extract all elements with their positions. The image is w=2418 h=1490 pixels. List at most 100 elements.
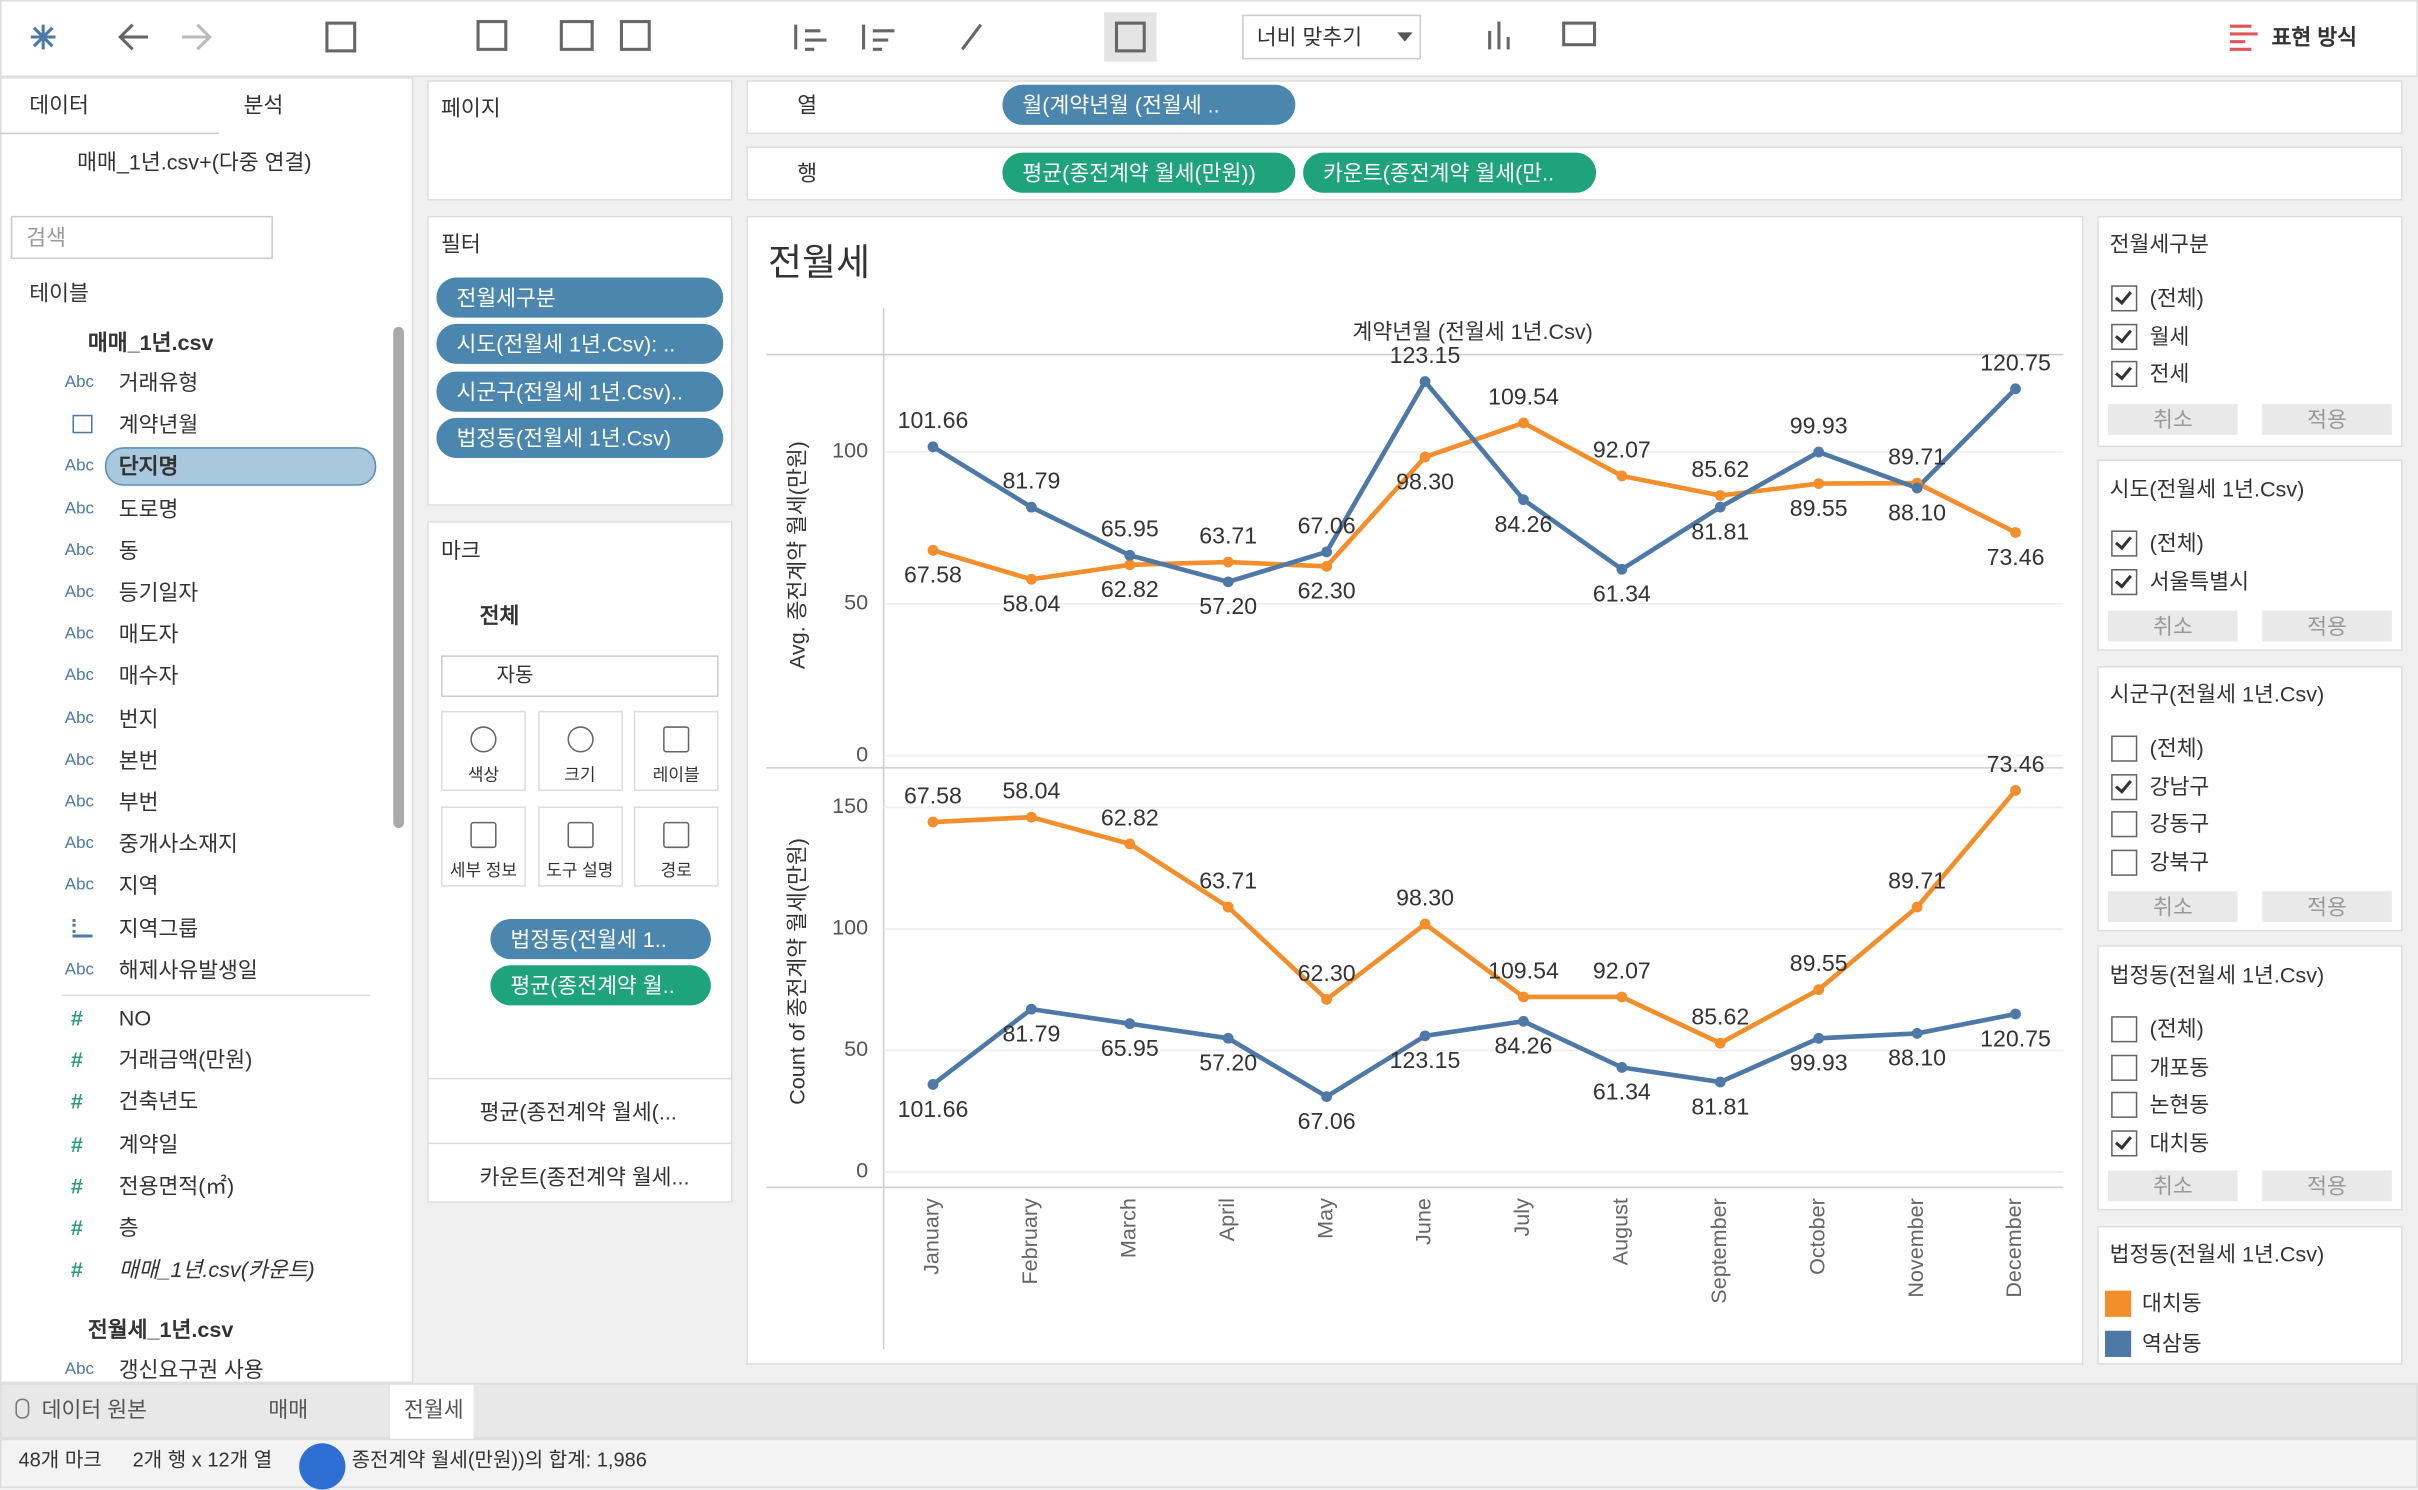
filter-button[interactable] bbox=[2262, 1170, 2392, 1202]
checkbox[interactable] bbox=[2111, 568, 2138, 595]
measure[interactable]: 층 bbox=[118, 1215, 139, 1240]
label-toggle[interactable] bbox=[1104, 12, 1157, 62]
field[interactable]: 갱신요구권 사용 bbox=[118, 1356, 264, 1382]
checkbox[interactable] bbox=[2111, 735, 2138, 762]
legend-entry[interactable]: 대치동 bbox=[2141, 1290, 2202, 1316]
undo-icon[interactable] bbox=[118, 23, 149, 51]
filter-item[interactable]: 강남구 bbox=[2149, 773, 2210, 799]
row-pill[interactable] bbox=[1303, 152, 1597, 193]
sheet-tab[interactable]: 매매 bbox=[268, 1397, 309, 1422]
mark-button[interactable] bbox=[633, 710, 719, 792]
row-pill[interactable] bbox=[1002, 152, 1296, 193]
new-sheet-icon[interactable] bbox=[476, 20, 508, 51]
pane-tab[interactable]: 분석 bbox=[243, 92, 284, 118]
filter-button[interactable] bbox=[2108, 1170, 2238, 1202]
field[interactable]: 단지명 bbox=[118, 453, 179, 479]
mark-button[interactable] bbox=[441, 806, 526, 887]
data-label: 58.04 bbox=[1002, 778, 1060, 804]
field-selected[interactable] bbox=[104, 447, 377, 487]
filter-item[interactable]: (전체) bbox=[2149, 285, 2204, 310]
column-pill[interactable] bbox=[1002, 84, 1296, 125]
clear-icon[interactable] bbox=[619, 20, 651, 51]
filter-button[interactable] bbox=[2108, 404, 2238, 435]
checkbox[interactable] bbox=[2111, 849, 2138, 877]
highlight-icon[interactable] bbox=[961, 23, 983, 51]
mark-button[interactable] bbox=[633, 806, 719, 887]
pane-tab[interactable]: 데이터 bbox=[29, 92, 89, 118]
filter-item[interactable]: 월세 bbox=[2149, 323, 2190, 349]
measure[interactable]: 건축년도 bbox=[118, 1089, 199, 1114]
checkbox[interactable] bbox=[2111, 811, 2138, 838]
filter-button[interactable] bbox=[2262, 610, 2392, 642]
mark-type-dropdown[interactable] bbox=[441, 655, 719, 697]
checkbox[interactable] bbox=[2111, 285, 2138, 312]
sort-icon[interactable] bbox=[862, 24, 895, 51]
sheet-tab[interactable]: 데이터 원본 bbox=[41, 1397, 147, 1422]
checkbox[interactable] bbox=[2111, 1130, 2138, 1157]
field[interactable]: 도로명 bbox=[118, 495, 179, 521]
duplicate-icon[interactable] bbox=[559, 20, 594, 51]
filter-item[interactable]: 대치동 bbox=[2149, 1130, 2210, 1156]
field[interactable]: 번지 bbox=[118, 705, 159, 731]
filter-item[interactable]: (전체) bbox=[2149, 735, 2204, 761]
color-pill[interactable] bbox=[490, 919, 711, 960]
measure[interactable]: NO bbox=[118, 1005, 152, 1031]
field[interactable]: 부번 bbox=[118, 789, 159, 815]
filter-button[interactable] bbox=[2108, 610, 2238, 642]
field[interactable]: 지역 bbox=[118, 873, 159, 899]
show-me[interactable]: 표현 방식 bbox=[2271, 24, 2357, 50]
filter-item[interactable]: 전세 bbox=[2149, 361, 2190, 387]
show-me-icon[interactable] bbox=[2229, 24, 2258, 51]
filter-item[interactable]: 강북구 bbox=[2149, 849, 2210, 875]
filter-item[interactable]: 서울특별시 bbox=[2149, 568, 2250, 594]
checkbox[interactable] bbox=[2111, 773, 2138, 800]
field[interactable]: 매도자 bbox=[118, 621, 179, 647]
filter-item[interactable]: (전체) bbox=[2149, 1016, 2204, 1041]
sort-icon[interactable] bbox=[794, 24, 827, 51]
checkbox[interactable] bbox=[2111, 1016, 2138, 1043]
field[interactable]: 계약년월 bbox=[118, 412, 199, 437]
filter-item[interactable]: 강동구 bbox=[2149, 811, 2210, 837]
measure[interactable]: 계약일 bbox=[118, 1131, 179, 1156]
field[interactable]: 중개사소재지 bbox=[118, 831, 238, 857]
field[interactable]: 동 bbox=[118, 537, 139, 563]
filter-item[interactable]: 개포동 bbox=[2149, 1054, 2210, 1079]
label-pill[interactable] bbox=[490, 965, 711, 1006]
save-icon[interactable] bbox=[325, 21, 357, 53]
mark-button[interactable] bbox=[537, 806, 623, 887]
checkbox[interactable] bbox=[2111, 530, 2138, 557]
x-tick-label: August bbox=[1608, 1198, 1633, 1265]
card-title: 마크 bbox=[441, 538, 481, 563]
field[interactable]: 매수자 bbox=[118, 663, 179, 689]
data-label: 85.62 bbox=[1691, 456, 1749, 482]
presentation-icon[interactable] bbox=[1562, 21, 1597, 47]
field[interactable]: 등기일자 bbox=[118, 579, 199, 605]
filter-item[interactable]: (전체) bbox=[2149, 530, 2204, 556]
checkbox[interactable] bbox=[2111, 1054, 2138, 1081]
filter-pill[interactable] bbox=[436, 417, 724, 458]
measure[interactable]: 거래금액(만원) bbox=[118, 1047, 253, 1072]
sheet-tab[interactable]: 전월세 bbox=[404, 1397, 464, 1422]
field[interactable]: 해제사유발생일 bbox=[118, 957, 258, 982]
filter-item[interactable]: 논현동 bbox=[2149, 1092, 2210, 1118]
filter-button[interactable] bbox=[2262, 891, 2392, 923]
field[interactable]: 거래유형 bbox=[118, 370, 199, 395]
checkbox[interactable] bbox=[2111, 361, 2138, 388]
checkbox[interactable] bbox=[2111, 323, 2138, 350]
redo-icon[interactable] bbox=[181, 23, 212, 51]
measure[interactable]: 매매_1년.csv(카운트) bbox=[118, 1257, 315, 1282]
show-cards-icon[interactable] bbox=[1488, 21, 1510, 50]
filter-pill[interactable] bbox=[436, 324, 724, 365]
filter-button[interactable] bbox=[2262, 404, 2392, 435]
measure[interactable]: 전용면적(㎡) bbox=[118, 1173, 235, 1198]
filter-pill[interactable] bbox=[436, 277, 724, 318]
search-box[interactable] bbox=[10, 215, 273, 260]
field[interactable]: 본번 bbox=[118, 747, 159, 773]
filter-button[interactable] bbox=[2108, 891, 2238, 923]
field[interactable]: 지역그룹 bbox=[118, 915, 199, 940]
filter-pill[interactable] bbox=[436, 370, 724, 412]
label-icon[interactable] bbox=[1114, 21, 1146, 53]
checkbox[interactable] bbox=[2111, 1092, 2138, 1119]
fit-dropdown[interactable] bbox=[1242, 14, 1422, 60]
legend-entry[interactable]: 역삼동 bbox=[2141, 1330, 2202, 1356]
